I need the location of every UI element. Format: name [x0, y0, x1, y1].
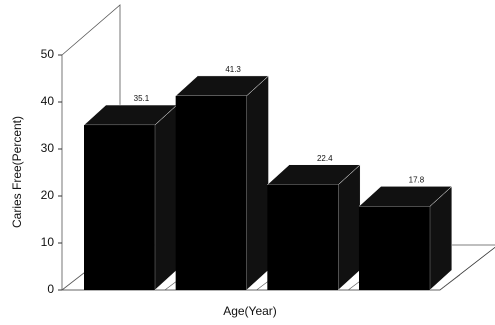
bar-side	[154, 104, 178, 291]
value-label: 41.3	[225, 65, 241, 74]
bar	[84, 125, 155, 290]
bar	[358, 206, 430, 290]
y-tick-label: 50	[41, 47, 55, 61]
value-label: 22.4	[317, 154, 333, 163]
bar-side	[337, 164, 361, 291]
y-tick-label: 0	[47, 282, 54, 296]
bar-side	[246, 75, 269, 291]
y-tick-label: 30	[41, 141, 55, 155]
bar	[267, 184, 339, 290]
floor-divider	[439, 274, 461, 291]
value-label: 17.8	[409, 175, 425, 184]
bar	[175, 95, 247, 290]
value-label: 35.1	[134, 94, 150, 103]
y-tick-label: 40	[41, 94, 55, 108]
y-tick-label: 20	[41, 188, 55, 202]
y-tick-label: 10	[41, 235, 55, 249]
y-axis-label: Caries Free(Percent)	[10, 116, 24, 228]
x-axis-label: Age(Year)	[223, 304, 277, 318]
